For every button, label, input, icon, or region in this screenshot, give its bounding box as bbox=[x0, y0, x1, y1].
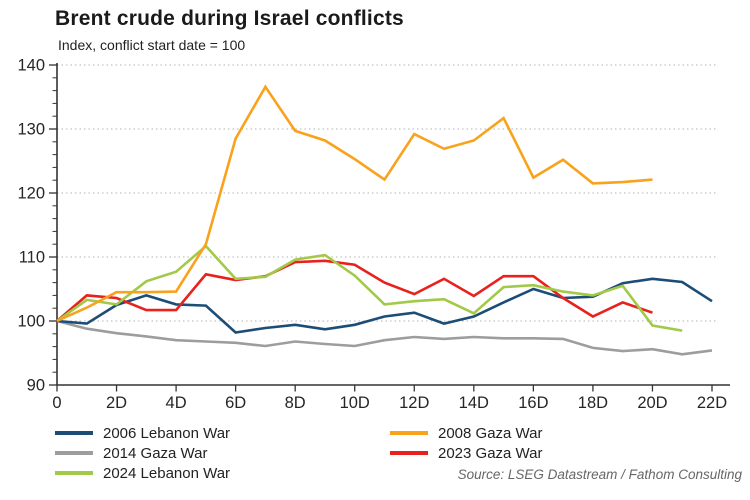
x-axis-tick-label: 10D bbox=[340, 394, 370, 412]
x-axis-tick-label: 4D bbox=[166, 394, 187, 412]
legend-color-swatch bbox=[55, 471, 93, 475]
chart-subtitle: Index, conflict start date = 100 bbox=[58, 37, 246, 53]
series-line-2014-gaza-war bbox=[56, 319, 713, 356]
y-axis-tick-label: 120 bbox=[17, 185, 45, 203]
source-attribution: Source: LSEG Datastream / Fathom Consult… bbox=[457, 467, 742, 482]
x-axis-tick-label: 20D bbox=[637, 394, 667, 412]
legend-item-2023-gaza-war: 2023 Gaza War bbox=[390, 443, 543, 463]
legend-color-swatch bbox=[390, 431, 428, 435]
legend-item-2006-lebanon-war: 2006 Lebanon War bbox=[55, 423, 230, 443]
y-tick-labels: 90 100 110 120 130 140 bbox=[17, 57, 45, 395]
x-axis-tick-label: 16D bbox=[518, 394, 548, 412]
y-axis-tick-label: 140 bbox=[17, 57, 45, 75]
legend-label: 2014 Gaza War bbox=[103, 444, 208, 462]
legend-label: 2006 Lebanon War bbox=[103, 424, 231, 442]
legend-label: 2023 Gaza War bbox=[438, 444, 543, 462]
y-axis-tick-label: 90 bbox=[27, 377, 45, 395]
x-axis-tick-label: 18D bbox=[578, 394, 608, 412]
x-axis-tick-label: 8D bbox=[285, 394, 306, 412]
x-tick-labels: 0 2D 4D 6D 8D 10D 12D 14D 16D 18D 20D 22D bbox=[52, 394, 727, 412]
legend-color-swatch bbox=[55, 431, 93, 435]
x-axis-tick-label: 14D bbox=[459, 394, 489, 412]
legend-item-2008-gaza-war: 2008 Gaza War bbox=[390, 423, 543, 443]
y-axis-tick-label: 130 bbox=[17, 121, 45, 139]
y-axis-tick-label: 110 bbox=[19, 249, 45, 267]
x-axis-tick-label: 22D bbox=[697, 394, 727, 412]
legend-color-swatch bbox=[390, 451, 428, 455]
legend-item-2024-lebanon-war: 2024 Lebanon War bbox=[55, 463, 230, 483]
x-axis-tick-label: 12D bbox=[399, 394, 429, 412]
legend-column-left: 2006 Lebanon War 2014 Gaza War 2024 Lebano… bbox=[55, 423, 230, 483]
y-axis-tick-label: 100 bbox=[17, 313, 45, 331]
chart-title: Brent crude during Israel conflicts bbox=[55, 7, 404, 30]
x-axis-tick-label: 0 bbox=[52, 394, 61, 412]
legend-color-swatch bbox=[55, 451, 93, 455]
legend-label: 2024 Lebanon War bbox=[103, 464, 231, 482]
x-axis-tick-label: 2D bbox=[106, 394, 127, 412]
series-line-2024-lebanon-war bbox=[56, 244, 683, 332]
legend-column-right: 2008 Gaza War 2023 Gaza War bbox=[390, 423, 543, 463]
legend-label: 2008 Gaza War bbox=[438, 424, 543, 442]
legend-item-2014-gaza-war: 2014 Gaza War bbox=[55, 443, 230, 463]
x-axis-tick-label: 6D bbox=[225, 394, 246, 412]
axes bbox=[49, 63, 730, 392]
series-line-2008-gaza-war bbox=[56, 84, 653, 323]
